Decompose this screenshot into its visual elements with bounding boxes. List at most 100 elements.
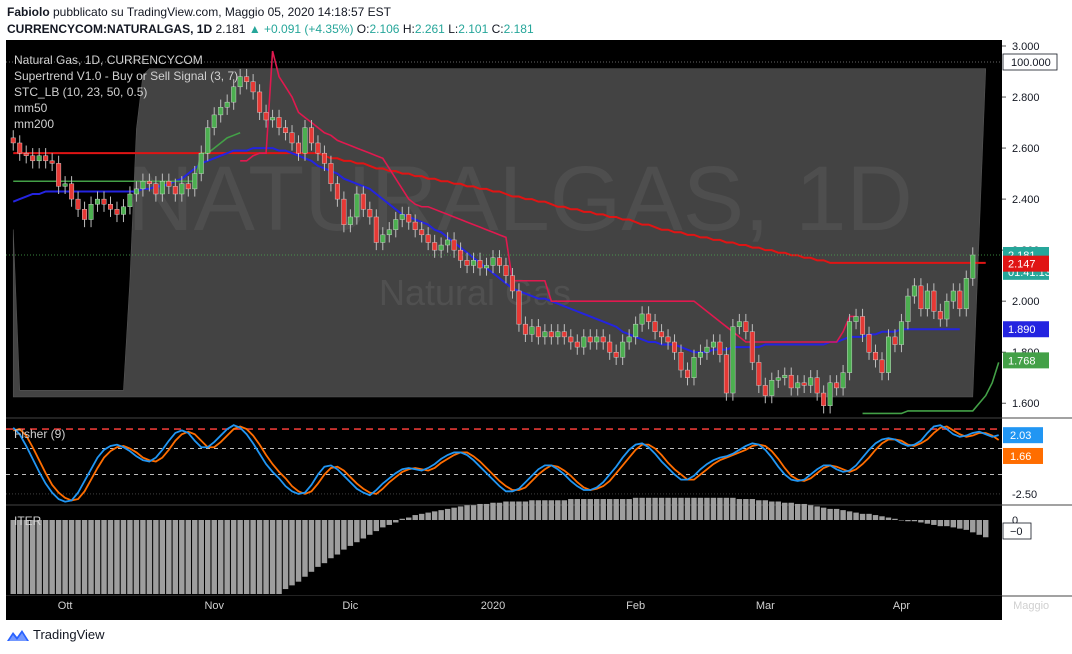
iter-bar: [678, 497, 684, 520]
iter-bar: [665, 497, 671, 520]
iter-bar: [535, 500, 542, 520]
iter-bar: [503, 501, 509, 520]
tradingview-brand[interactable]: TradingView: [33, 627, 105, 642]
x-tick-label: Dic: [342, 600, 358, 612]
iter-bar: [457, 506, 464, 520]
iter-bar: [892, 518, 898, 520]
iter-bar: [380, 520, 386, 528]
candle: [101, 198, 107, 205]
candle: [386, 229, 392, 236]
candle: [120, 206, 126, 215]
iter-bar: [282, 520, 289, 590]
iter-bar: [574, 499, 581, 520]
iter-bar: [81, 520, 88, 594]
iter-bar: [827, 508, 833, 520]
iter-bar: [315, 520, 321, 567]
candle: [613, 352, 619, 358]
iter-bar: [224, 520, 230, 594]
iter-bar: [107, 520, 114, 594]
candle: [88, 204, 94, 220]
iter-bar: [399, 518, 405, 520]
candle: [808, 377, 814, 386]
candle: [834, 382, 840, 389]
fisher-value-text: 2.03: [1010, 430, 1031, 442]
iter-bar: [594, 499, 600, 520]
iter-bar: [250, 520, 256, 594]
candle: [10, 137, 16, 144]
candle: [782, 374, 788, 378]
candle: [723, 354, 729, 394]
iter-bar: [386, 520, 392, 525]
candle: [911, 285, 917, 297]
fisher-trigger-text: 1.66: [1010, 451, 1031, 463]
iter-bar: [179, 520, 185, 594]
iter-bar: [36, 520, 42, 594]
iter-bar: [347, 520, 354, 546]
iter-bar: [639, 497, 645, 520]
iter-value-label: [1002, 522, 1032, 540]
iter-bar: [49, 520, 55, 594]
y-tick-label: 2.400: [1012, 194, 1040, 206]
candle: [652, 321, 658, 332]
iter-bar: [788, 502, 794, 520]
candle: [464, 260, 470, 266]
x-tick-label: Nov: [204, 600, 224, 612]
candle: [334, 183, 340, 200]
fisher-title: Fisher (9): [14, 427, 65, 441]
iter-bar: [879, 516, 885, 520]
iter-bar: [269, 520, 276, 594]
iter-bar: [198, 520, 204, 594]
iter-bar: [671, 497, 678, 520]
iter-bar: [393, 520, 399, 523]
stc-axis-label: 100.000: [1011, 57, 1051, 69]
price-label-mm200-text: 2.147: [1008, 259, 1036, 271]
iter-bar: [354, 520, 360, 543]
candle: [380, 234, 386, 243]
candle: [775, 377, 781, 381]
legend-item: mm200: [14, 117, 54, 131]
ohlc-close-value: 2.181: [503, 22, 534, 36]
ohlc-open-value: 2.106: [369, 22, 400, 36]
fisher-value-label: [1003, 427, 1043, 444]
candle: [114, 209, 120, 215]
candle: [762, 385, 768, 396]
iter-bar: [444, 508, 451, 520]
ohlc-close-label: C:: [491, 22, 504, 36]
candle: [659, 331, 665, 338]
iter-bar: [321, 520, 328, 564]
fisher-line: [12, 424, 999, 503]
candle: [185, 183, 191, 190]
iter-bar: [367, 520, 373, 535]
iter-bar: [846, 511, 853, 520]
publish-date: pubblicato su TradingView.com, Maggio 05…: [49, 5, 392, 19]
candle: [743, 321, 749, 332]
iter-bar: [581, 499, 587, 520]
iter-bar: [859, 513, 866, 520]
candle: [555, 331, 561, 338]
candle: [581, 336, 587, 348]
author-name[interactable]: Fabiolo: [7, 5, 50, 19]
candle: [36, 155, 42, 162]
candle: [471, 260, 477, 266]
candle: [626, 336, 632, 343]
candle: [360, 193, 366, 210]
iter-bar: [405, 517, 412, 520]
candle: [166, 181, 172, 187]
iter-bar: [431, 511, 438, 520]
candles: [10, 68, 976, 414]
iter-bar: [464, 505, 470, 520]
iter-bar: [807, 505, 814, 520]
candle: [892, 336, 898, 345]
iter-bar: [373, 520, 380, 532]
price-change: ▲ +0.091 (+4.35%): [248, 22, 354, 36]
iter-bar: [924, 520, 931, 524]
candle: [931, 290, 937, 312]
candle: [399, 214, 405, 220]
candle: [211, 114, 217, 128]
iter-bar: [101, 520, 107, 594]
candle: [302, 127, 308, 154]
legend-item: Natural Gas, 1D, CURRENCYCOM: [14, 53, 203, 67]
price-label-mm200: [1003, 255, 1049, 272]
candle: [600, 336, 606, 343]
price-chart[interactable]: NATURALGAS, 1DNatural Gas1.6001.8002.000…: [0, 40, 1072, 620]
